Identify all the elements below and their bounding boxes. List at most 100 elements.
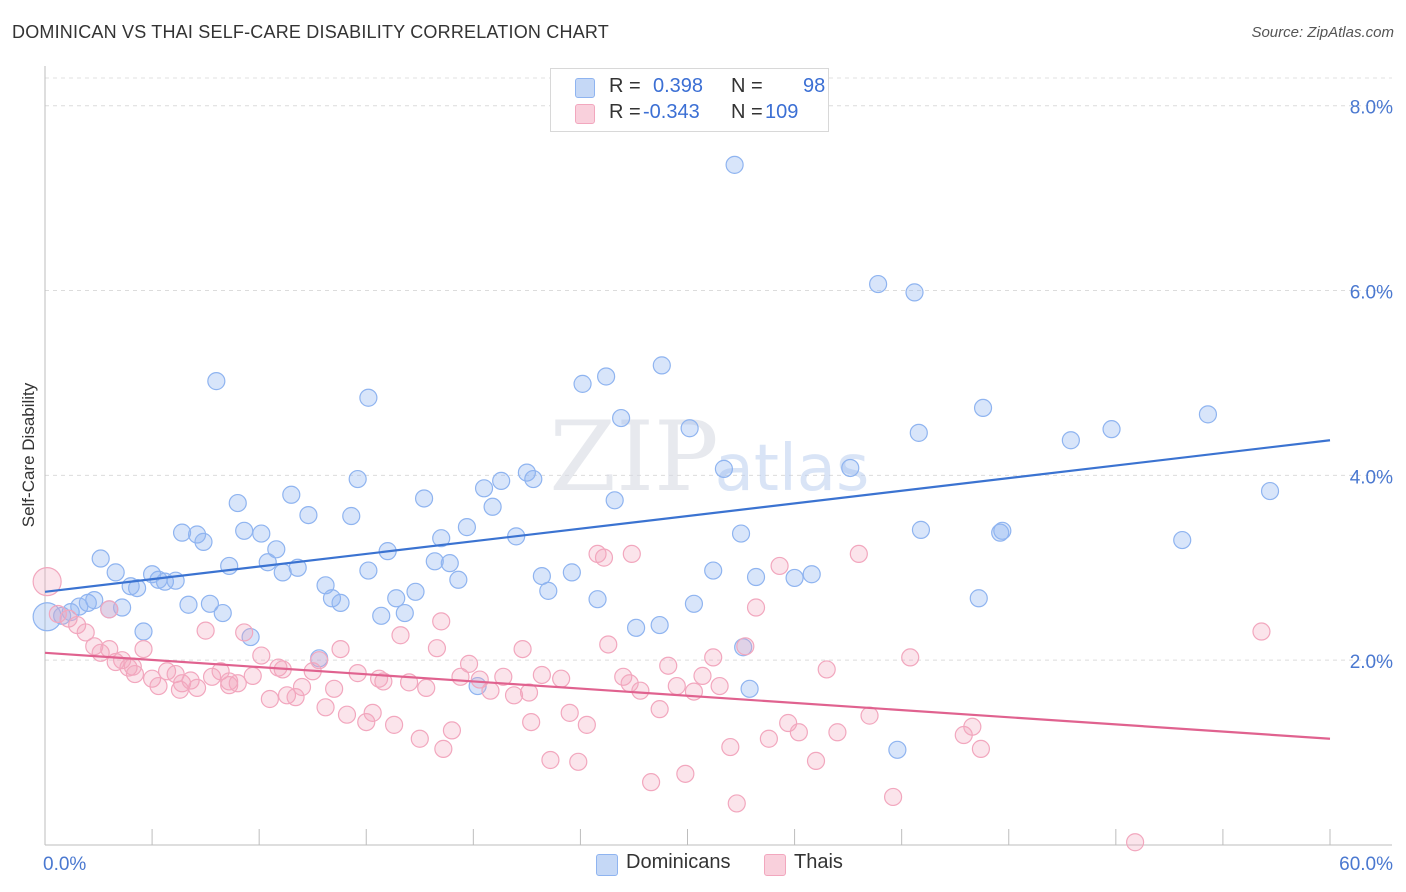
dominican-point: [652, 356, 671, 375]
dominican-point: [134, 622, 153, 641]
x-tick-label: 60.0%: [1339, 854, 1393, 875]
thai-point: [260, 689, 279, 709]
x-tick-label: 0.0%: [43, 854, 86, 875]
thai-point: [494, 667, 513, 686]
dominican-point: [207, 372, 226, 391]
dominican-point: [869, 274, 888, 294]
dominican-point: [406, 582, 425, 601]
dominican-point: [605, 491, 624, 510]
legend-r-value: -0.343: [643, 101, 700, 123]
chart-title: DOMINICAN VS THAI SELF-CARE DISABILITY C…: [12, 22, 609, 42]
dominican-point: [387, 589, 406, 608]
thai-point: [235, 623, 254, 642]
thai-point: [100, 600, 119, 619]
thai-point: [427, 639, 447, 658]
dominican-point: [612, 408, 631, 428]
thai-point: [1252, 622, 1271, 641]
dominican-point: [1260, 481, 1280, 501]
dominican-point: [911, 520, 931, 539]
thai-point: [541, 750, 560, 770]
thai-point: [100, 639, 119, 659]
thai-point: [432, 612, 451, 631]
dominican-point: [228, 493, 247, 513]
thai-point: [963, 717, 982, 736]
thai-point: [142, 669, 162, 688]
thai-point: [806, 751, 826, 771]
dominican-point: [213, 603, 232, 623]
thai-point: [470, 670, 489, 689]
dominican-point: [372, 606, 391, 625]
thai-point: [286, 688, 305, 707]
dominican-point: [359, 388, 378, 407]
thai-point: [631, 681, 650, 700]
dominican-point: [626, 618, 646, 637]
dominican-point: [432, 529, 451, 548]
thai-point: [442, 721, 462, 740]
thai-point: [770, 556, 789, 576]
dominican-point: [1061, 431, 1080, 450]
legend-n-value: 109: [765, 101, 799, 123]
thai-point: [667, 676, 686, 696]
dominican-point: [187, 525, 207, 544]
thai-point: [1126, 833, 1145, 852]
thai-point: [736, 637, 755, 656]
dominican-point: [127, 579, 147, 598]
dominican-point: [492, 471, 511, 491]
watermark-zip: ZIP: [549, 401, 718, 513]
dominican-point: [179, 595, 198, 614]
dominican-point: [395, 603, 414, 623]
thai-point: [513, 639, 532, 659]
thai-point: [363, 703, 382, 722]
thai-point: [170, 680, 190, 699]
y-tick-label: 6.0%: [1350, 283, 1393, 304]
dominican-point: [299, 505, 318, 525]
thai-point: [532, 665, 551, 685]
dominican-point: [194, 532, 213, 551]
thai-point: [434, 739, 453, 758]
dominican-point: [539, 581, 558, 600]
dominican-point: [562, 563, 581, 582]
data-points: [32, 155, 1280, 852]
thai-point: [901, 648, 920, 667]
thai-point: [417, 678, 436, 698]
dominican-point: [474, 479, 494, 498]
axis-labels: 2.0% 4.0% 6.0% 8.0% 0.0% 60.0% Self-Care Disab…: [19, 98, 1393, 875]
axes: [44, 66, 1392, 846]
dominican-point: [785, 568, 804, 588]
thai-point: [325, 679, 344, 698]
dominican-trend-line: [44, 439, 1331, 593]
dominican-point: [1173, 530, 1192, 550]
legend-r-label: R =: [609, 101, 641, 123]
dominican-point: [993, 521, 1012, 540]
thai-point: [384, 715, 404, 734]
thai-point: [292, 677, 312, 697]
dominican-point: [282, 485, 301, 504]
dominican-point: [91, 549, 110, 568]
thai-point: [149, 676, 168, 696]
thai-point: [693, 666, 712, 685]
thai-point: [187, 678, 207, 698]
dominican-point: [414, 489, 434, 508]
thai-point: [252, 646, 271, 665]
thai-point: [676, 764, 695, 783]
y-tick-label: 2.0%: [1350, 652, 1393, 673]
dominican-point: [731, 524, 751, 543]
dominican-point: [85, 591, 104, 610]
watermark-atlas: atlas: [715, 432, 870, 506]
thai-point: [577, 715, 596, 734]
dominican-point: [588, 590, 607, 609]
dominican-point: [200, 594, 220, 613]
dominican-point: [331, 593, 350, 612]
thai-point: [391, 626, 410, 645]
thai-point: [125, 664, 145, 684]
thai-point: [310, 651, 329, 670]
dominican-point: [106, 563, 125, 582]
dominican-point: [440, 554, 459, 573]
dominican-point: [684, 594, 704, 613]
thai-point: [860, 706, 879, 725]
thai-point: [196, 621, 215, 640]
dominican-point: [597, 367, 616, 386]
dominican-point: [449, 570, 468, 589]
thai-point: [220, 672, 239, 691]
